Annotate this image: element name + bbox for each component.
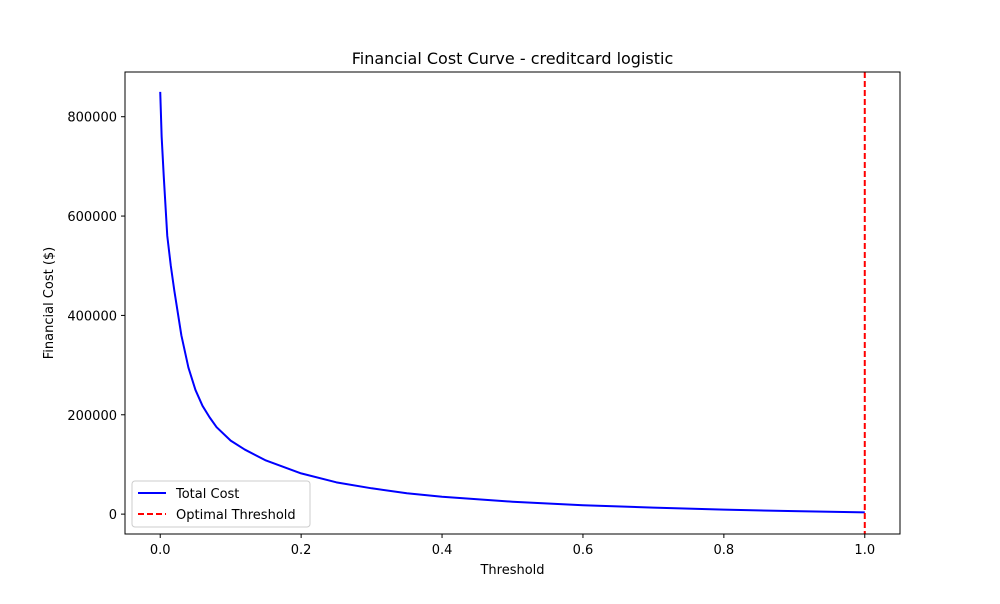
series-line-total-cost (159, 91, 865, 514)
plot-area (159, 72, 866, 534)
y-tick-label: 800000 (67, 111, 117, 126)
chart-title: Financial Cost Curve - creditcard logist… (352, 49, 674, 68)
y-tick-label: 600000 (67, 210, 117, 225)
y-tick-label: 0 (109, 508, 117, 523)
x-axis-label: Threshold (479, 563, 544, 578)
legend: Total Cost Optimal Threshold (131, 480, 311, 528)
legend-box (131, 480, 311, 528)
x-axis: 0.0 0.2 0.4 0.6 0.8 1.0 (150, 534, 875, 558)
x-tick-label: 0.2 (291, 543, 312, 558)
y-axis: 0 200000 400000 600000 800000 (67, 111, 125, 523)
axes-frame (124, 71, 901, 535)
y-tick-label: 400000 (67, 309, 117, 324)
legend-label-optimal-threshold: Optimal Threshold (176, 508, 296, 523)
x-tick-label: 0.8 (714, 543, 735, 558)
x-tick-label: 0.4 (432, 543, 453, 558)
x-tick-label: 1.0 (854, 543, 875, 558)
y-tick-label: 200000 (67, 409, 117, 424)
y-axis-label: Financial Cost ($) (42, 247, 57, 360)
x-tick-label: 0.0 (150, 543, 171, 558)
legend-label-total-cost: Total Cost (175, 487, 239, 502)
x-tick-label: 0.6 (573, 543, 594, 558)
